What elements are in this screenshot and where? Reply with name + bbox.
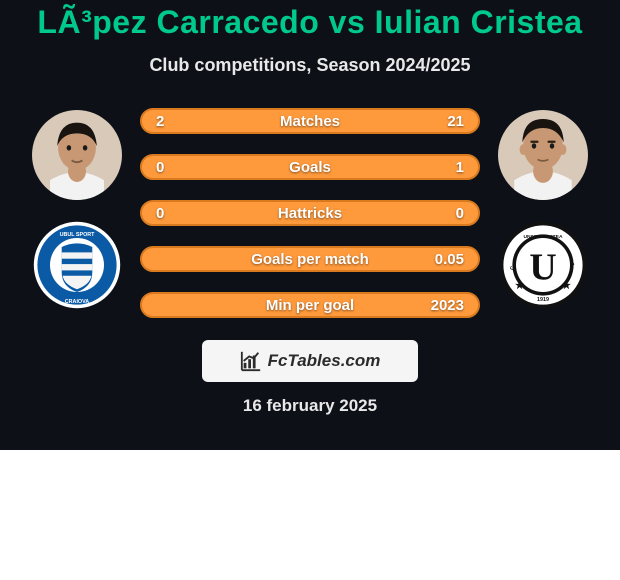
- subtitle: Club competitions, Season 2024/2025: [0, 55, 620, 76]
- stat-bars: 2 Matches 21 0 Goals 1 0 Hattricks 0 Goals per ma…: [140, 108, 480, 318]
- stat-label: Goals: [289, 159, 331, 176]
- right-side: U UNIVERSITATEA 1919 C J: [488, 108, 598, 310]
- player-right-avatar-svg: [498, 110, 588, 200]
- player-left-avatar-svg: [32, 110, 122, 200]
- stat-left-value: 2: [156, 113, 164, 130]
- left-side: UBUL SPORT CRAIOVA: [22, 108, 132, 310]
- stat-right-value: 0.05: [435, 251, 464, 268]
- comparison-card: LÃ³pez Carracedo vs Iulian Cristea Club …: [0, 0, 620, 450]
- stat-label: Matches: [280, 113, 340, 130]
- stat-bar: 0 Goals 1: [140, 154, 480, 180]
- club-left-svg: UBUL SPORT CRAIOVA: [32, 220, 122, 310]
- stat-right-value: 2023: [431, 297, 464, 314]
- watermark-badge: FcTables.com: [202, 340, 418, 382]
- player-left-avatar: [32, 110, 122, 200]
- chart-icon: [240, 350, 262, 372]
- content-row: UBUL SPORT CRAIOVA 2 Matches 21 0 Goals 1 0 Hat…: [0, 108, 620, 318]
- stat-bar: Min per goal 2023: [140, 292, 480, 318]
- stat-label: Min per goal: [266, 297, 354, 314]
- stat-bar: 0 Hattricks 0: [140, 200, 480, 226]
- stat-right-value: 1: [456, 159, 464, 176]
- watermark-text: FcTables.com: [268, 351, 381, 371]
- stat-bar: Goals per match 0.05: [140, 246, 480, 272]
- svg-text:UNIVERSITATEA: UNIVERSITATEA: [523, 234, 562, 240]
- page-title: LÃ³pez Carracedo vs Iulian Cristea: [0, 0, 620, 41]
- svg-text:1919: 1919: [537, 297, 549, 303]
- stat-label: Hattricks: [278, 205, 342, 222]
- stat-right-value: 21: [447, 113, 464, 130]
- svg-text:UBUL SPORT: UBUL SPORT: [60, 232, 96, 238]
- player-right-club-badge: U UNIVERSITATEA 1919 C J: [498, 220, 588, 310]
- stat-label: Goals per match: [251, 251, 369, 268]
- svg-text:CRAIOVA: CRAIOVA: [65, 299, 90, 305]
- date-text: 16 february 2025: [0, 396, 620, 416]
- stat-right-value: 0: [456, 205, 464, 222]
- player-right-avatar: [498, 110, 588, 200]
- stat-left-value: 0: [156, 205, 164, 222]
- svg-text:U: U: [529, 246, 556, 288]
- stat-left-value: 0: [156, 159, 164, 176]
- stat-bar: 2 Matches 21: [140, 108, 480, 134]
- player-left-club-badge: UBUL SPORT CRAIOVA: [32, 220, 122, 310]
- club-right-svg: U UNIVERSITATEA 1919 C J: [498, 220, 588, 310]
